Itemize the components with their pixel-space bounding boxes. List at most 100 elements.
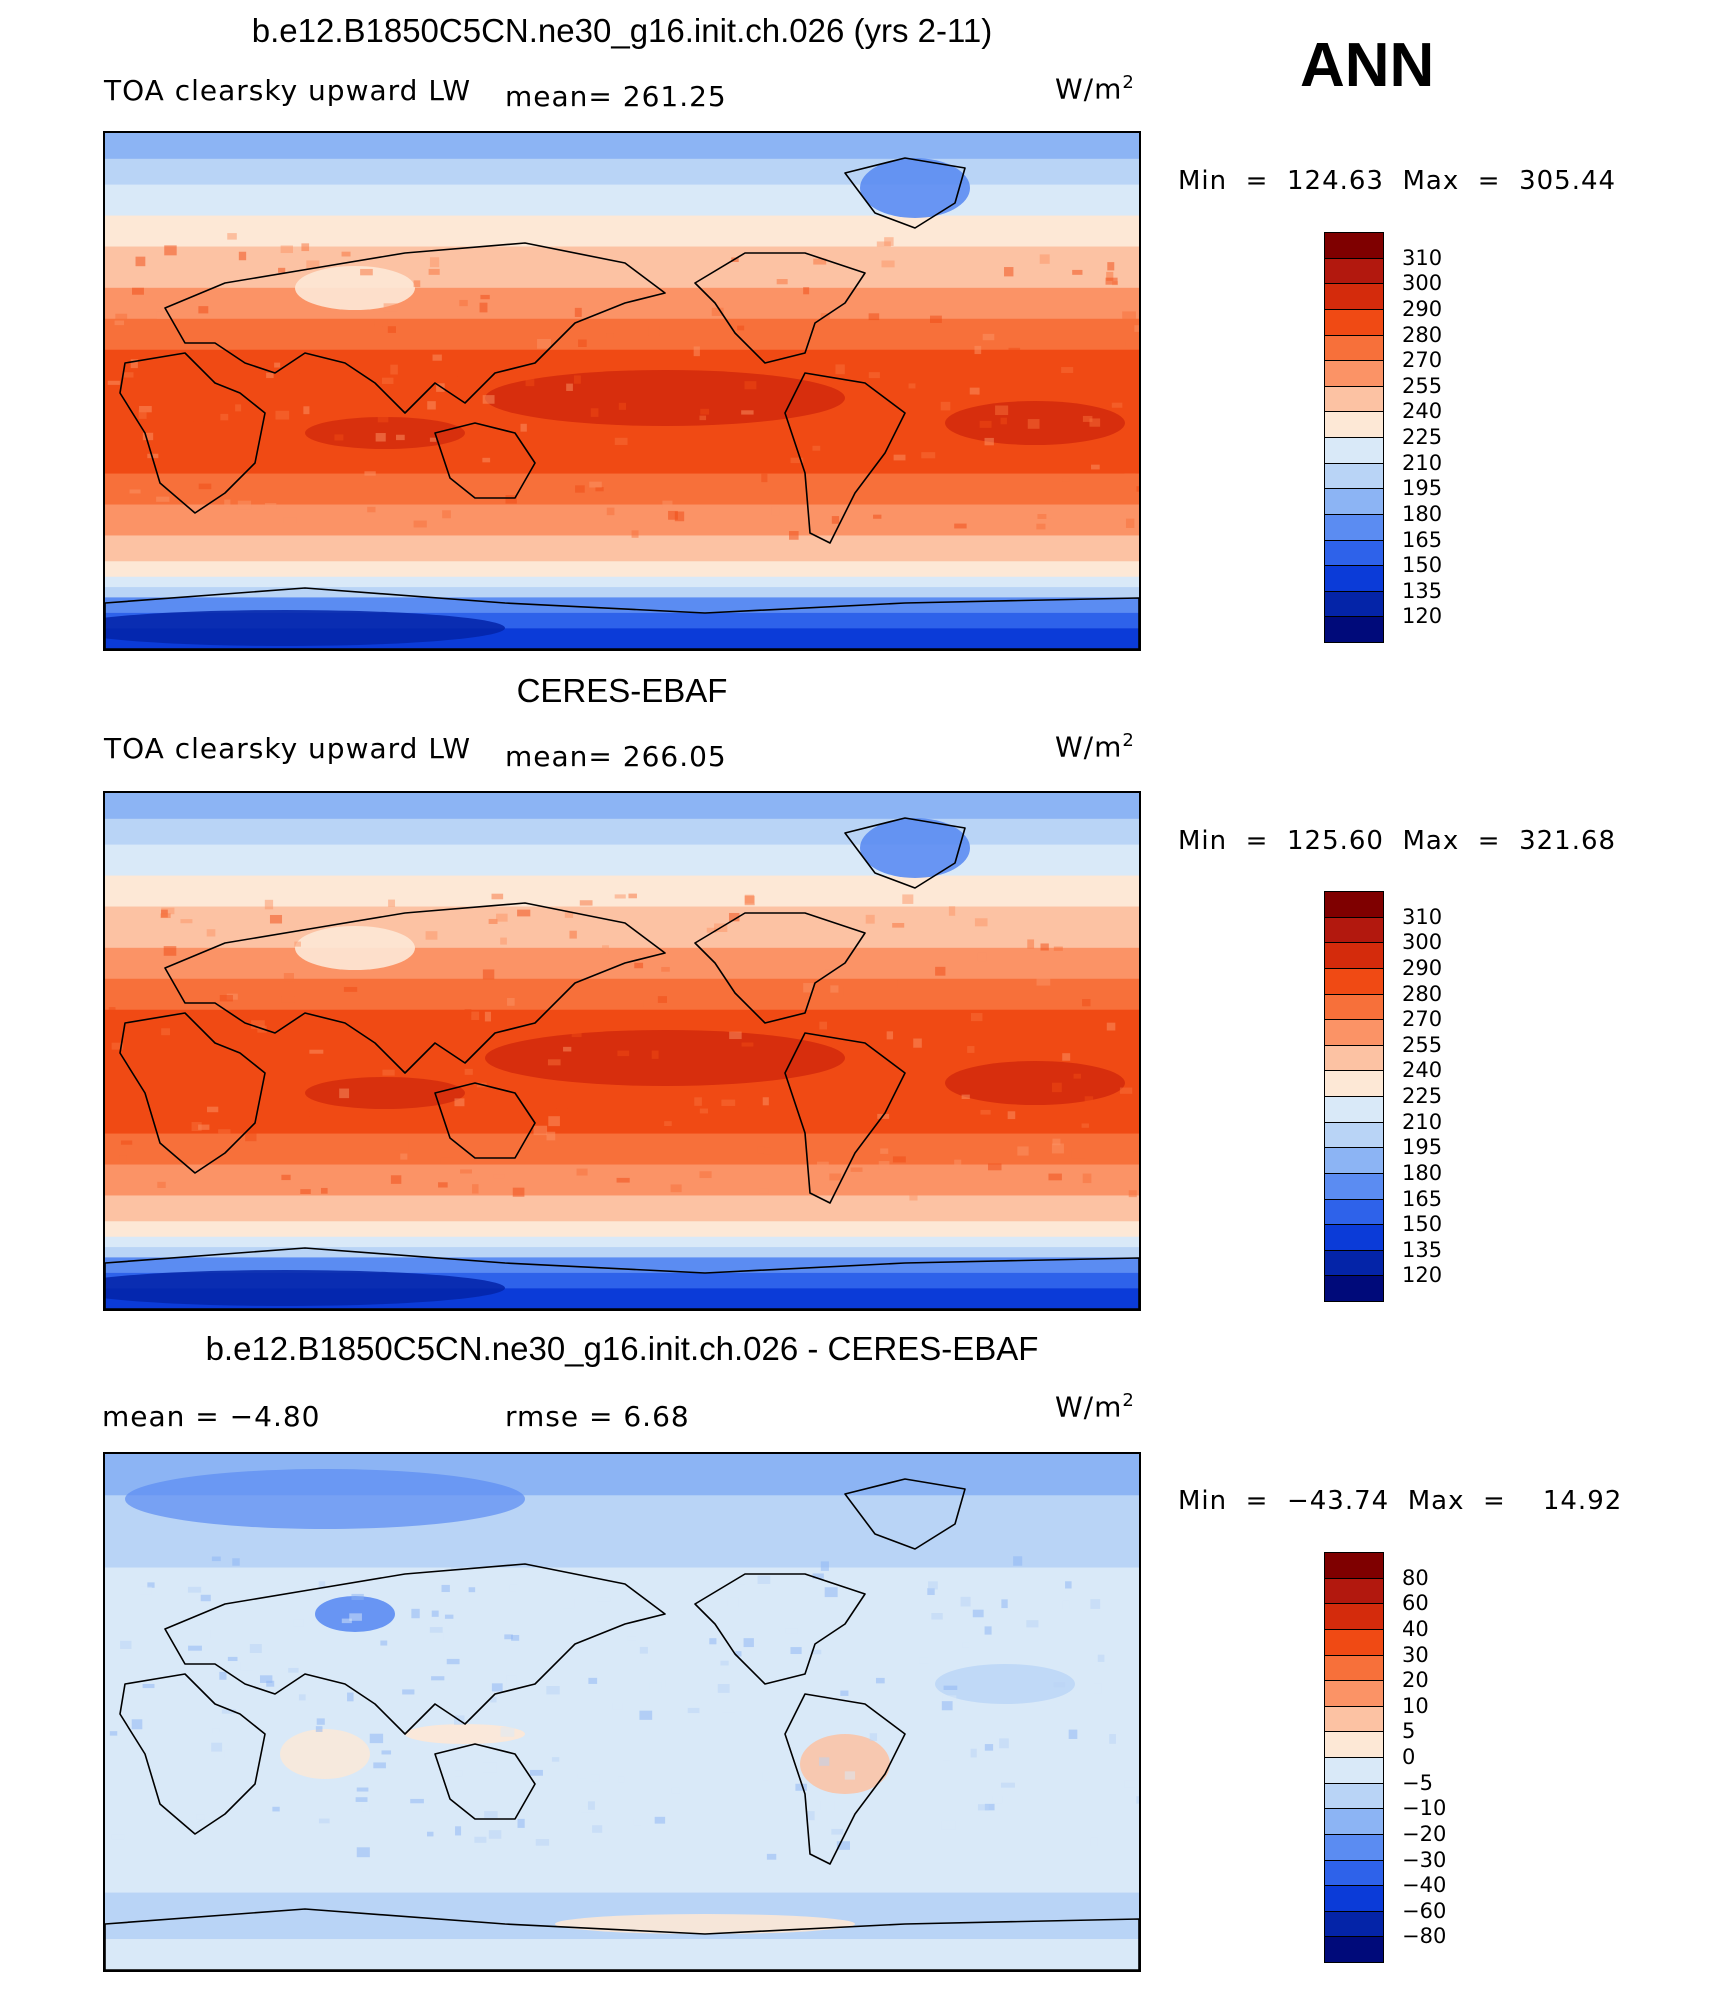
colorbar-tick-label: 310 <box>1402 245 1443 270</box>
colorbar-tick-label: 120 <box>1402 1263 1443 1288</box>
panel-1-title: b.e12.B1850C5CN.ne30_g16.init.ch.026 (yr… <box>251 12 993 49</box>
panel-1-units: W/m2 <box>1055 72 1135 106</box>
colorbar-tick-label: 20 <box>1402 1668 1429 1693</box>
colorbar-swatch <box>1324 462 1384 490</box>
colorbar-tick-label: 240 <box>1402 1058 1443 1083</box>
colorbar-swatch <box>1324 616 1384 643</box>
colorbar-tick-label: 290 <box>1402 955 1443 980</box>
panel-3-units: W/m2 <box>1055 1390 1135 1424</box>
colorbar-tick-label: 10 <box>1402 1693 1429 1718</box>
colorbar-swatch <box>1324 437 1384 464</box>
colorbar-swatch <box>1324 1275 1384 1302</box>
colorbar-swatch <box>1324 1121 1384 1149</box>
colorbar-tick-label: 195 <box>1402 1135 1443 1160</box>
panel-3-minmax: Min = −43.74 Max = 14.92 <box>1178 1486 1623 1516</box>
panel-3-rmse-label: rmse = 6.68 <box>505 1400 690 1433</box>
colorbar-tick-label: 135 <box>1402 578 1443 603</box>
colorbar-swatch <box>1324 1096 1384 1123</box>
colorbar-tick-label: 270 <box>1402 348 1443 373</box>
colorbar-swatch <box>1324 1198 1384 1226</box>
colorbar-tick-label: 180 <box>1402 1160 1443 1185</box>
colorbar-swatch <box>1324 334 1384 362</box>
colorbar-tick-label: 180 <box>1402 501 1443 526</box>
colorbar-tick-label: 280 <box>1402 981 1443 1006</box>
colorbar-swatch <box>1324 1249 1384 1277</box>
colorbar-swatch <box>1324 1224 1384 1251</box>
panel-2-minmax: Min = 125.60 Max = 321.68 <box>1178 826 1617 856</box>
colorbar-swatch <box>1324 993 1384 1021</box>
colorbar-swatch <box>1324 1885 1384 1912</box>
colorbar-swatch <box>1324 513 1384 541</box>
colorbar-tick-label: 280 <box>1402 322 1443 347</box>
colorbar-tick-label: 300 <box>1402 271 1443 296</box>
panel-2-map <box>103 791 1141 1311</box>
panel-3-colorbar: 80 60 40 30 20 10 5 0 −5 −10 −20 −30 −40 −60 −80 <box>1324 1552 1464 1963</box>
colorbar-tick-label: 150 <box>1402 553 1443 578</box>
colorbar-swatch <box>1324 1808 1384 1835</box>
colorbar-swatch <box>1324 590 1384 618</box>
colorbar-tick-label: −5 <box>1402 1770 1433 1795</box>
panel-2-units: W/m2 <box>1055 730 1135 764</box>
colorbar-tick-label: 165 <box>1402 1186 1443 1211</box>
colorbar-swatch <box>1324 1705 1384 1733</box>
colorbar-swatch <box>1324 565 1384 592</box>
colorbar-tick-label: 310 <box>1402 904 1443 929</box>
colorbar-tick-label: 255 <box>1402 373 1443 398</box>
colorbar-swatch <box>1324 1936 1384 1963</box>
colorbar-swatch <box>1324 1044 1384 1072</box>
panel-1-map <box>103 131 1141 651</box>
panel-2-mean-label: mean= 266.05 <box>505 740 727 773</box>
season-label: ANN <box>1300 31 1435 100</box>
colorbar-swatch <box>1324 1603 1384 1630</box>
colorbar-swatch <box>1324 1070 1384 1097</box>
colorbar-swatch <box>1324 1833 1384 1861</box>
colorbar-swatch <box>1324 1172 1384 1200</box>
colorbar-tick-label: −80 <box>1402 1924 1447 1949</box>
colorbar-swatch <box>1324 232 1384 259</box>
colorbar-tick-label: 255 <box>1402 1032 1443 1057</box>
colorbar-swatch <box>1324 891 1384 918</box>
panel-1-mean-label: mean= 261.25 <box>505 80 727 113</box>
colorbar-tick-label: 270 <box>1402 1007 1443 1032</box>
colorbar-swatch <box>1324 1654 1384 1682</box>
colorbar-tick-label: 60 <box>1402 1591 1429 1616</box>
colorbar-tick-label: 80 <box>1402 1565 1429 1590</box>
colorbar-swatch <box>1324 257 1384 285</box>
colorbar-tick-label: 40 <box>1402 1616 1429 1641</box>
colorbar-swatch <box>1324 539 1384 567</box>
colorbar-swatch <box>1324 1628 1384 1656</box>
panel-3-mean-label: mean = −4.80 <box>102 1400 321 1433</box>
colorbar-swatch <box>1324 1910 1384 1938</box>
colorbar-swatch <box>1324 1757 1384 1784</box>
colorbar-tick-label: 135 <box>1402 1237 1443 1262</box>
colorbar-tick-label: 225 <box>1402 425 1443 449</box>
colorbar-swatch <box>1324 1577 1384 1605</box>
colorbar-tick-label: 165 <box>1402 527 1443 552</box>
panel-3-map <box>103 1452 1141 1972</box>
colorbar-tick-label: −20 <box>1402 1821 1447 1846</box>
colorbar-tick-label: 5 <box>1402 1719 1416 1744</box>
panel-3-title: b.e12.B1850C5CN.ne30_g16.init.ch.026 - C… <box>205 1330 1039 1367</box>
panel-2-colorbar: 310 300 290 280 270 255 240 225 210 195 180 165 150 1… <box>1324 891 1464 1302</box>
panel-1-variable-label: TOA clearsky upward LW <box>104 74 472 107</box>
colorbar-tick-label: −10 <box>1402 1796 1447 1821</box>
panel-1-minmax: Min = 124.63 Max = 305.44 <box>1178 166 1617 196</box>
colorbar-swatch <box>1324 308 1384 336</box>
colorbar-swatch <box>1324 488 1384 515</box>
colorbar-tick-label: 225 <box>1402 1084 1443 1108</box>
colorbar-tick-label: 210 <box>1402 1109 1443 1134</box>
colorbar-swatch <box>1324 1552 1384 1579</box>
colorbar-tick-label: 240 <box>1402 399 1443 424</box>
colorbar-tick-label: 30 <box>1402 1642 1429 1667</box>
colorbar-tick-label: −60 <box>1402 1898 1447 1923</box>
colorbar-swatch <box>1324 967 1384 995</box>
colorbar-swatch <box>1324 411 1384 438</box>
panel-2-title: CERES-EBAF <box>516 672 728 709</box>
panel-1-colorbar: 310 300 290 280 270 255 240 225 210 195 180 165 150 1… <box>1324 232 1464 643</box>
colorbar-swatch <box>1324 283 1384 310</box>
colorbar-swatch <box>1324 1019 1384 1046</box>
colorbar-swatch <box>1324 1147 1384 1174</box>
colorbar-tick-label: 290 <box>1402 296 1443 321</box>
panel-2-variable-label: TOA clearsky upward LW <box>104 732 472 765</box>
colorbar-swatch <box>1324 360 1384 387</box>
